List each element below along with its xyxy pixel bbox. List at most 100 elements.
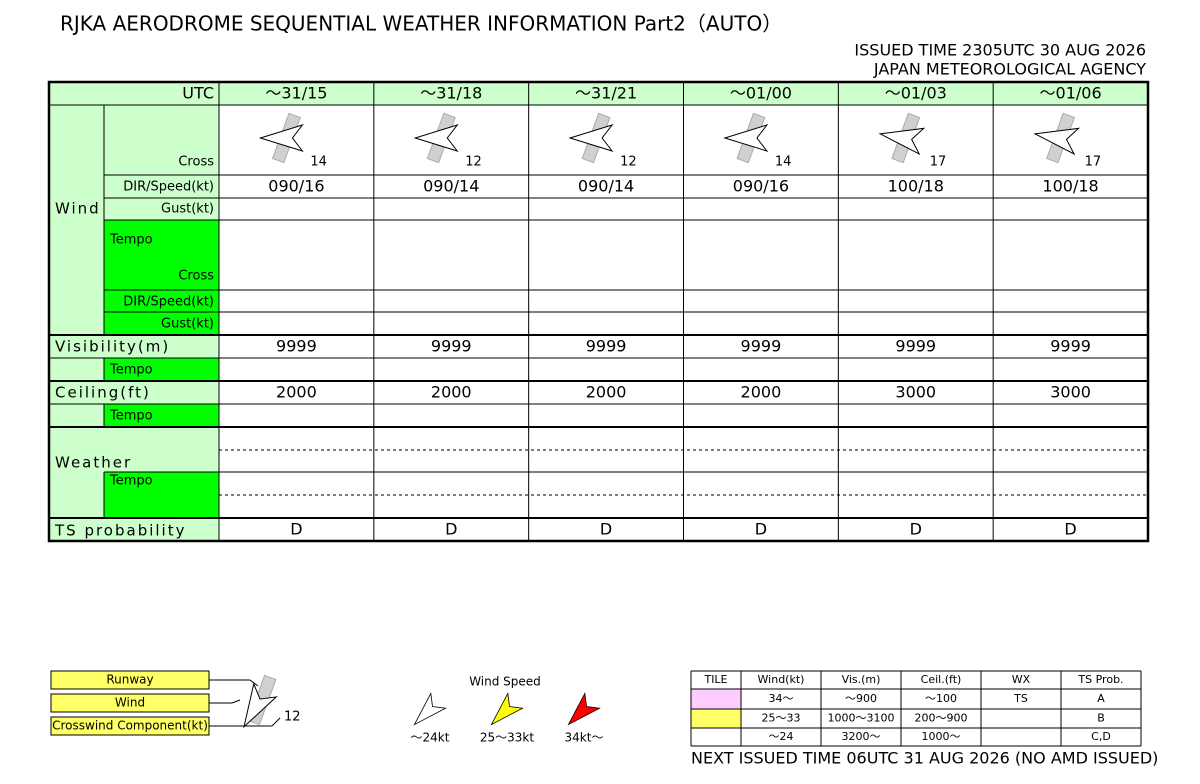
cell-bg [49, 105, 104, 335]
visibility: 9999 [741, 337, 782, 356]
tile-cell: 1000～3100 [828, 712, 895, 725]
cell-bg [49, 472, 104, 518]
wind-arrow [567, 692, 601, 726]
tile-header: WX [1012, 673, 1031, 686]
tile-cell: ～100 [925, 692, 957, 705]
tile-cell: ～900 [845, 692, 877, 705]
issued-time: ISSUED TIME 2305UTC 30 AUG 2026 [854, 41, 1146, 60]
cell-bg [104, 472, 219, 518]
row-label: Weather [55, 454, 132, 472]
ts-probability: D [290, 520, 302, 539]
tile-header: Ceil.(ft) [921, 673, 962, 686]
cell-bg [49, 427, 219, 472]
speed-label: 34kt～ [565, 731, 604, 745]
row-label: DIR/Speed(kt) [123, 180, 214, 195]
grid-line [271, 717, 281, 727]
row-label: Wind [55, 200, 101, 218]
cell-bg [691, 728, 741, 746]
row-label: Ceiling(ft) [55, 384, 151, 402]
row-label: Tempo [109, 363, 153, 378]
ceiling: 2000 [586, 383, 627, 402]
tile-cell: A [1097, 692, 1105, 705]
utc-time: ～01/03 [885, 84, 947, 103]
crosswind: 12 [465, 155, 482, 170]
visibility: 9999 [1050, 337, 1091, 356]
row-label: Tempo [109, 409, 153, 424]
wind-arrow [490, 692, 524, 726]
crosswind: 17 [1085, 155, 1102, 170]
speed-label: ～24kt [411, 731, 450, 745]
agency: JAPAN METEOROLOGICAL AGENCY [873, 60, 1146, 79]
row-label: Visibility(m) [55, 338, 170, 356]
wind-arrow [413, 692, 447, 726]
legend-crosswind: 12 [284, 710, 301, 725]
utc-time: ～01/06 [1040, 84, 1102, 103]
cell-bg [49, 82, 1148, 105]
speed-title: Wind Speed [469, 675, 541, 689]
cell-bg [49, 335, 219, 358]
ceiling: 2000 [741, 383, 782, 402]
utc-time: ～31/21 [575, 84, 637, 103]
crosswind: 14 [775, 155, 792, 170]
wind-arrow [258, 124, 304, 152]
row-label: Gust(kt) [161, 317, 214, 332]
crosswind: 12 [620, 155, 637, 170]
row-label: TS probability [54, 522, 186, 540]
legend-label: Runway [106, 673, 153, 687]
dir-speed: 090/16 [733, 177, 789, 196]
dir-speed: 100/18 [1042, 177, 1098, 196]
wind-arrow [723, 124, 769, 152]
visibility: 9999 [895, 337, 936, 356]
tile-cell: 3200～ [842, 730, 881, 743]
legend-label: Wind [115, 696, 145, 710]
ceiling: 2000 [431, 383, 472, 402]
crosswind: 14 [310, 155, 327, 170]
visibility: 9999 [431, 337, 472, 356]
tile-cell: 1000～ [922, 730, 961, 743]
cell-bg [104, 105, 219, 220]
tile-cell: C,D [1091, 730, 1111, 743]
dir-speed: 090/14 [423, 177, 479, 196]
tile-header: Wind(kt) [758, 673, 805, 686]
row-label: Tempo [109, 474, 153, 489]
cell-bg [104, 358, 219, 381]
ts-probability: D [445, 520, 457, 539]
dir-speed: 100/18 [888, 177, 944, 196]
tile-cell: 200～900 [915, 712, 968, 725]
cell-bg [691, 709, 741, 728]
next-issued: NEXT ISSUED TIME 06UTC 31 AUG 2026 (NO A… [691, 749, 1158, 768]
cell-bg [691, 689, 741, 709]
wind-arrow [243, 682, 278, 729]
row-label: Gust(kt) [161, 202, 214, 217]
wind-arrow [568, 124, 614, 152]
cell-bg [49, 358, 104, 381]
tile-header: TS Prob. [1077, 673, 1123, 686]
tile-cell: TS [1013, 692, 1028, 705]
row-label: Cross [178, 155, 214, 170]
cell-bg [49, 404, 104, 427]
wind-arrow [413, 124, 459, 152]
cell-bg [49, 381, 219, 404]
dir-speed: 090/16 [268, 177, 324, 196]
ts-probability: D [600, 520, 612, 539]
tile-cell: 34～ [769, 692, 794, 705]
ts-probability: D [910, 520, 922, 539]
ts-probability: D [755, 520, 767, 539]
title: RJKA AERODROME SEQUENTIAL WEATHER INFORM… [60, 12, 782, 36]
tile-cell: ～24 [769, 730, 794, 743]
tile-cell: B [1097, 712, 1105, 725]
legend-label: Crosswind Component(kt) [52, 719, 208, 733]
table-border [47, 80, 1150, 543]
tile-header: TILE [703, 673, 727, 686]
ceiling: 2000 [276, 383, 317, 402]
wind-arrow [878, 127, 926, 156]
row-label: Tempo [109, 233, 153, 248]
ts-probability: D [1064, 520, 1076, 539]
cell-bg [49, 518, 219, 541]
row-label: Cross [178, 269, 214, 284]
visibility: 9999 [586, 337, 627, 356]
wind-arrow [1033, 127, 1081, 156]
ceiling: 3000 [895, 383, 936, 402]
utc-time: ～31/18 [420, 84, 482, 103]
ceiling: 3000 [1050, 383, 1091, 402]
